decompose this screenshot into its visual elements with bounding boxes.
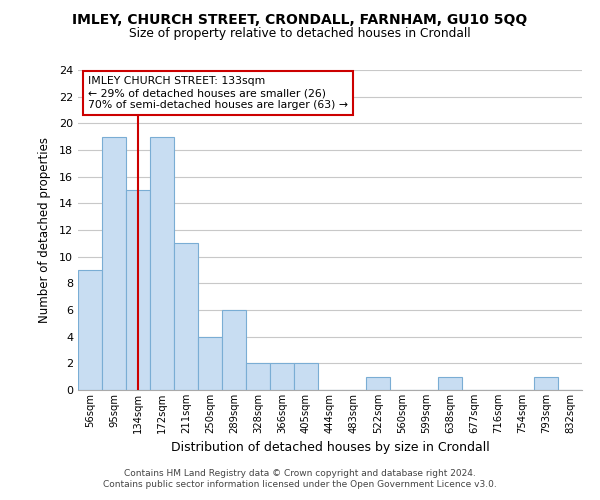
Bar (150, 136, 174, 390)
Bar (534, 376, 558, 390)
Text: IMLEY CHURCH STREET: 133sqm
← 29% of detached houses are smaller (26)
70% of sem: IMLEY CHURCH STREET: 133sqm ← 29% of det… (88, 76, 348, 110)
Bar (102, 136, 126, 390)
Bar (198, 336, 222, 390)
Bar (366, 376, 390, 390)
Bar (270, 364, 294, 390)
Text: IMLEY, CHURCH STREET, CRONDALL, FARNHAM, GU10 5QQ: IMLEY, CHURCH STREET, CRONDALL, FARNHAM,… (73, 12, 527, 26)
X-axis label: Distribution of detached houses by size in Crondall: Distribution of detached houses by size … (170, 442, 490, 454)
Bar (246, 364, 270, 390)
Bar (222, 310, 246, 390)
Text: Contains public sector information licensed under the Open Government Licence v3: Contains public sector information licen… (103, 480, 497, 489)
Bar (438, 376, 462, 390)
Bar (294, 364, 318, 390)
Bar (174, 244, 198, 390)
Bar (78, 270, 102, 390)
Bar (126, 190, 150, 390)
Text: Size of property relative to detached houses in Crondall: Size of property relative to detached ho… (129, 28, 471, 40)
Y-axis label: Number of detached properties: Number of detached properties (38, 137, 50, 323)
Text: Contains HM Land Registry data © Crown copyright and database right 2024.: Contains HM Land Registry data © Crown c… (124, 468, 476, 477)
